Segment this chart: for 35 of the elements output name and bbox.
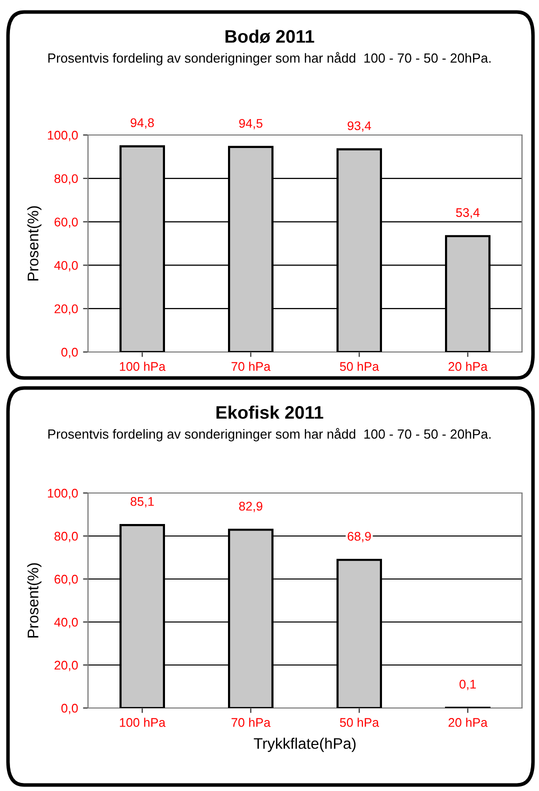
y-tick-label: 100,0 [48,130,78,142]
chart-title: Ekofisk 2011 [216,406,324,419]
y-tick-label: 0,0 [61,704,78,714]
y-axis-title: Prosent(%) [27,563,42,638]
y-tick-label: 60,0 [54,574,78,586]
y-tick-label: 40,0 [54,261,78,272]
data-label: 94,5 [239,118,262,130]
x-tick-label: 50 hPa [340,718,380,727]
y-tick-label: 20,0 [54,304,78,315]
y-tick-label: 100,0 [48,488,78,500]
x-tick-label: 20 hPa [448,718,488,727]
data-label: 93,4 [348,121,372,132]
y-tick-label: 0,0 [61,348,78,358]
x-tick-label: 70 hPa [232,362,271,371]
x-tick-label: 70 hPa [232,718,271,727]
x-tick-label: 100 hPa [120,362,166,371]
chart-subtitle: Prosentvis fordeling av sonderigninger som har nådd 100 - 70 - 50 - 20hPa. [48,52,491,66]
y-tick-label: 80,0 [54,532,78,542]
x-tick-label: 100 hPa [120,718,166,727]
chart-title: Bodø 2011 [226,30,314,44]
y-tick-label: 40,0 [54,618,78,628]
data-label: 82,9 [239,502,262,512]
chart-subtitle: Prosentvis fordeling av sonderigninger som har nådd 100 - 70 - 50 - 20hPa. [48,428,491,442]
x-axis-title: Trykkflate(hPa) [254,738,356,752]
data-label: 53,4 [456,208,480,218]
y-tick-label: 80,0 [54,174,78,185]
data-label: 0,1 [460,680,476,690]
x-tick-label: 50 hPa [340,362,380,371]
y-axis-title: Prosent(%) [27,206,42,280]
data-label: 68,9 [348,532,371,542]
data-label: 85,1 [130,497,154,508]
x-tick-label: 20 hPa [448,362,488,371]
data-label: 94,8 [130,118,154,129]
y-tick-label: 20,0 [54,660,78,672]
y-tick-label: 60,0 [54,218,78,228]
